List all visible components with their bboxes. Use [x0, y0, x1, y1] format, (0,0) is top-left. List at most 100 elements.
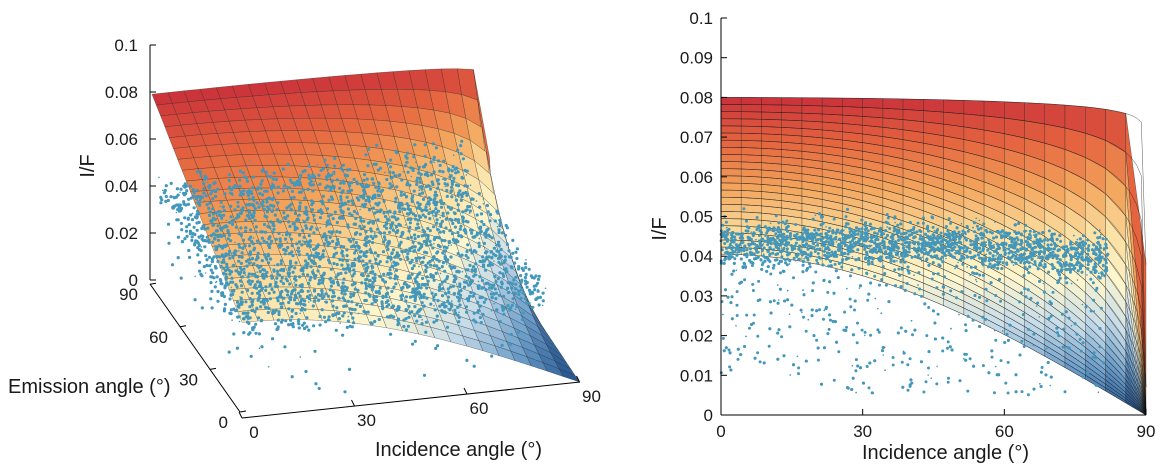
scatter-point [519, 274, 523, 278]
scatter-point [202, 265, 206, 269]
scatter-point [282, 248, 286, 252]
scatter-point [517, 293, 521, 297]
scatter-point [347, 238, 351, 242]
scatter-point [191, 212, 194, 215]
scatter-point [200, 306, 204, 310]
scatter-point [432, 320, 436, 324]
scatter-point [449, 189, 454, 193]
scatter-point [256, 251, 260, 255]
scatter-point [251, 215, 255, 220]
scatter-point [420, 187, 424, 191]
scatter-point [412, 264, 416, 268]
scatter-point [490, 310, 493, 312]
scatter-point [456, 184, 461, 188]
scatter-point [241, 246, 245, 250]
scatter-point [228, 272, 232, 276]
scatter-point [470, 269, 474, 273]
scatter-point [249, 228, 253, 232]
scatter-point [413, 237, 417, 241]
scatter-point [359, 227, 364, 231]
scatter-point [455, 270, 459, 274]
scatter-point [241, 192, 245, 196]
scatter-point [287, 307, 291, 311]
scatter-point [382, 272, 386, 276]
scatter-point [509, 332, 513, 336]
scatter-point [1079, 349, 1083, 353]
scatter-point [255, 306, 259, 310]
scatter-point [494, 244, 497, 247]
scatter-point [827, 327, 831, 331]
scatter-point [419, 296, 423, 300]
scatter-point [490, 256, 494, 260]
scatter-point [537, 274, 541, 278]
scatter-point [254, 225, 258, 229]
scatter-point [312, 268, 315, 271]
scatter-point [482, 222, 486, 227]
scatter-point [333, 156, 337, 160]
scatter-point [209, 275, 213, 279]
scatter-point [422, 233, 426, 237]
scatter-point [313, 189, 316, 191]
scatter-point [320, 211, 324, 215]
scatter-point [492, 283, 496, 287]
scatter-point [520, 288, 524, 292]
scatter-point [517, 265, 521, 269]
scatter-point [287, 266, 291, 270]
scatter-point [389, 257, 393, 261]
scatter-point [251, 242, 255, 246]
scatter-point [378, 210, 382, 214]
scatter-point [414, 256, 418, 260]
scatter-point [499, 285, 503, 289]
scatter-point [358, 304, 362, 308]
scatter-point [390, 289, 394, 294]
scatter-point [209, 268, 213, 272]
scatter-point [397, 307, 401, 311]
incidence-tick-mark [238, 411, 243, 419]
scatter-point [252, 274, 254, 276]
scatter-point [440, 294, 445, 298]
scatter-point [307, 328, 311, 332]
scatter-point [285, 206, 289, 210]
scatter-point [272, 208, 274, 210]
scatter-point [396, 229, 400, 233]
scatter-point [443, 239, 447, 243]
scatter-point [191, 232, 195, 236]
scatter-point [276, 326, 280, 331]
scatter-point [411, 194, 415, 198]
scatter-point [208, 183, 212, 188]
scatter-point [279, 220, 283, 224]
incidence-tick-mark [576, 375, 580, 383]
scatter-point [822, 317, 825, 321]
scatter-point [271, 230, 275, 234]
scatter-point [347, 367, 352, 371]
scatter-point [417, 285, 421, 289]
scatter-point [433, 242, 435, 245]
scatter-point [354, 216, 358, 221]
scatter-point [493, 302, 496, 305]
scatter-point [399, 190, 403, 194]
scatter-point [241, 311, 245, 315]
scatter-point [303, 299, 307, 303]
scatter-point [256, 265, 259, 268]
scatter-point [423, 250, 427, 254]
scatter-point [906, 388, 910, 392]
surface-cell [741, 118, 762, 127]
scatter-point [818, 247, 822, 251]
scatter-point [279, 262, 283, 266]
scatter-point [505, 286, 510, 291]
scatter-point [214, 248, 218, 252]
scatter-point [378, 166, 383, 170]
scatter-point [412, 155, 416, 159]
scatter-point [939, 231, 943, 235]
scatter-point [438, 163, 442, 167]
scatter-point [374, 257, 378, 261]
scatter-point [331, 239, 335, 243]
incidence-tick-label: 90 [582, 387, 601, 406]
scatter-point [489, 292, 494, 296]
scatter-point [302, 219, 304, 221]
scatter-point [355, 231, 359, 235]
surface-cell [923, 99, 944, 113]
scatter-point [230, 289, 234, 293]
scatter-point [284, 319, 288, 323]
scatter-point [300, 283, 304, 287]
